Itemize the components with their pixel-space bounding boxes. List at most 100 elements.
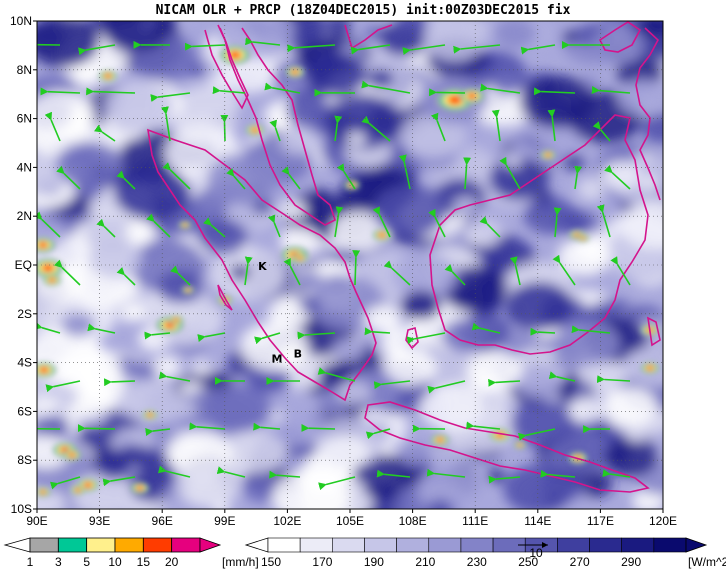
olr-colorbar-swatch [267,537,301,553]
wind-arrow [552,254,576,286]
olr-colorbar-swatch [557,537,590,553]
olr-colorbar-swatch [299,537,333,553]
prcp-colorbar-unit: [mm/h] [222,555,259,569]
olr-colorbar: 150 170 190 210 230 250 270 290 [W/m^2] 10 [244,537,726,569]
olr-colorbar-unit: [W/m^2] [688,555,726,569]
wind-arrow [520,44,556,55]
precip-cell [292,70,298,74]
olr-colorbar-swatch [621,537,655,553]
wind-arrow [334,206,344,238]
olr-cell [515,365,562,399]
precip-cell [174,318,178,322]
wind-arrow [530,327,556,336]
lon-tick-label: 102E [273,514,301,528]
place-label: K [258,260,267,273]
olr-cell [103,81,175,132]
olr-colorbar-tick: 210 [415,555,435,569]
wind-arrow [592,121,611,142]
wind-arrow [491,109,501,142]
precip-cell [298,256,302,260]
precip-cell [186,288,190,292]
olr-cell [505,281,574,331]
olr-cell [278,125,320,155]
wind-arrow [365,428,391,440]
lat-tick-label: 6N [17,112,32,126]
wind-arrow [212,86,246,95]
wind-arrow [509,256,521,286]
wind-arrow [216,466,246,478]
prcp-colorbar-tick: 10 [108,555,122,569]
lat-tick-label: 4S [17,356,32,370]
olr-cell [512,140,535,157]
olr-cell [331,337,365,361]
wind-arrow [197,332,226,342]
wind-arrow [463,157,472,190]
olr-cell [603,387,658,427]
wind-arrow [336,163,356,190]
coast-thailand [204,27,249,110]
prcp-colorbar-swatch [171,537,201,553]
place-label: M [271,353,282,366]
wind-arrow [334,115,343,142]
olr-cell [572,212,597,230]
wind-arrow [253,422,281,431]
olr-cell [639,21,663,38]
reference-vector-label: 10 [529,546,543,560]
precip-cell [85,482,91,488]
olr-cell [400,290,441,320]
wind-arrow [37,211,61,238]
olr-cell [280,200,308,220]
precip-cell [252,128,258,132]
lon-tick-label: 114E [524,514,551,528]
wind-arrow [269,119,281,142]
olr-cell [272,470,349,509]
olr-cell [617,78,663,116]
wind-arrow [540,469,576,478]
wind-arrow [158,371,191,382]
prcp-colorbar-min-arrow [3,537,31,553]
prcp-colorbar-tick: 15 [137,555,151,569]
olr-cell [603,437,658,477]
olr-cell [56,346,121,392]
olr-cell [320,435,369,470]
olr-cell [557,237,611,276]
olr-cell [267,300,310,331]
wind-arrow [281,166,301,190]
olr-cell [510,400,577,448]
olr-cell [297,271,326,291]
wind-arrow [87,323,116,334]
prcp-colorbar-tick: 3 [55,555,62,569]
olr-cell [346,131,367,146]
olr-colorbar-swatch [460,537,494,553]
precip-cell [39,242,47,248]
wind-arrow [160,106,171,142]
lon-tick-label: 96E [152,514,173,528]
coast-sulawesi [635,27,661,201]
wind-arrow [427,380,466,394]
place-label: B [294,348,302,361]
olr-cell [523,196,576,235]
wind-arrow [352,250,361,286]
wind-arrow [471,322,501,334]
olr-cell [469,217,505,243]
olr-colorbar-tick: 230 [467,555,487,569]
prcp-colorbar-swatch [29,537,59,553]
wind-arrow [604,164,631,190]
wind-arrow [428,208,446,238]
olr-cell [398,21,427,32]
wind-arrow [145,428,171,436]
lon-tick-label: 117E [587,514,614,528]
wind-arrow [150,92,191,102]
precip-cell [44,265,52,271]
precip-cell [148,413,152,417]
olr-cell [366,69,395,89]
olr-cell [191,360,212,376]
olr-colorbar-swatch [364,537,397,553]
olr-cell [96,454,131,480]
olr-cell [176,463,240,508]
precip-cell [518,443,522,447]
wind-arrow [244,256,253,286]
coast-lombok [646,316,661,347]
wind-arrow [40,87,81,96]
olr-cell [206,153,280,206]
